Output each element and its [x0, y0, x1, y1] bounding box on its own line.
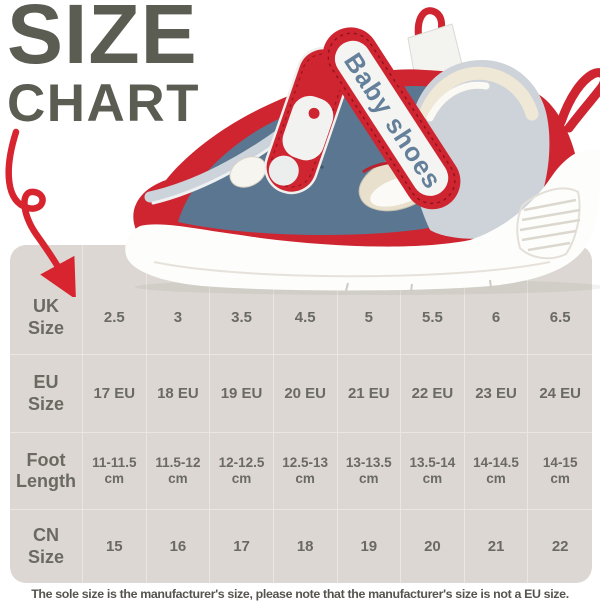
arrow-down-icon — [5, 128, 76, 297]
row-header: EU Size — [10, 355, 83, 433]
size-cell: 12.5-13 cm — [273, 433, 338, 510]
size-cell: 11-11.5 cm — [83, 433, 147, 510]
size-cell: 3 — [146, 245, 211, 355]
size-cell: 21 EU — [337, 355, 402, 433]
size-cell: 14-15 cm — [528, 433, 592, 510]
shoe-sole — [125, 149, 600, 291]
size-cell: 5.5 — [401, 245, 465, 355]
size-cell: 15 — [83, 510, 147, 583]
size-cell: 19 — [338, 510, 402, 583]
size-cell: 3.5 — [210, 245, 274, 355]
row-header: Foot Length — [10, 433, 83, 510]
size-cell: 17 EU — [83, 355, 147, 433]
row-header: UK Size — [10, 245, 83, 355]
size-cell: 20 EU — [273, 355, 338, 433]
size-cell: 21 — [465, 510, 529, 583]
footer-note: The sole size is the manufacturer's size… — [31, 587, 569, 601]
size-cell: 4.5 — [273, 245, 338, 355]
sole-ridges — [516, 187, 581, 260]
heel-loop — [556, 68, 600, 133]
page-title-chart: CHART — [7, 74, 200, 133]
size-cell: 12-12.5 cm — [210, 433, 274, 510]
row-header: CN Size — [10, 510, 83, 583]
size-cell: 2.5 — [83, 245, 147, 355]
size-cell: 6 — [464, 245, 529, 355]
size-cell: 5 — [337, 245, 402, 355]
size-cell: 14-14.5 cm — [464, 433, 529, 510]
size-cell: 22 — [551, 537, 569, 555]
size-cell: 24 EU — [528, 355, 592, 433]
size-table: UK Size 2.5 3 3.5 4.5 5 5.5 6 6.5 EU Size 17 EU 18 EU… — [10, 245, 592, 583]
front-strap — [264, 46, 351, 195]
size-cell: 20 — [401, 510, 465, 583]
size-cell: 23 EU — [464, 355, 529, 433]
page-title-size: SIZE — [7, 0, 198, 81]
size-cell: 22 EU — [401, 355, 465, 433]
size-cell: 17 — [210, 510, 274, 583]
size-cell: 19 EU — [210, 355, 274, 433]
collar-cream — [419, 66, 539, 121]
size-cell: 18 EU — [146, 355, 211, 433]
size-cell: 11.5-12 cm — [146, 433, 211, 510]
size-cell: 16 — [147, 510, 211, 583]
baby-shoe-image: Baby shoes — [125, 7, 600, 295]
size-cell: 18 — [274, 510, 338, 583]
size-cell: 6.5 — [528, 245, 592, 355]
size-cell: 13.5-14 cm — [401, 433, 465, 510]
size-cell: 13-13.5 cm — [337, 433, 402, 510]
